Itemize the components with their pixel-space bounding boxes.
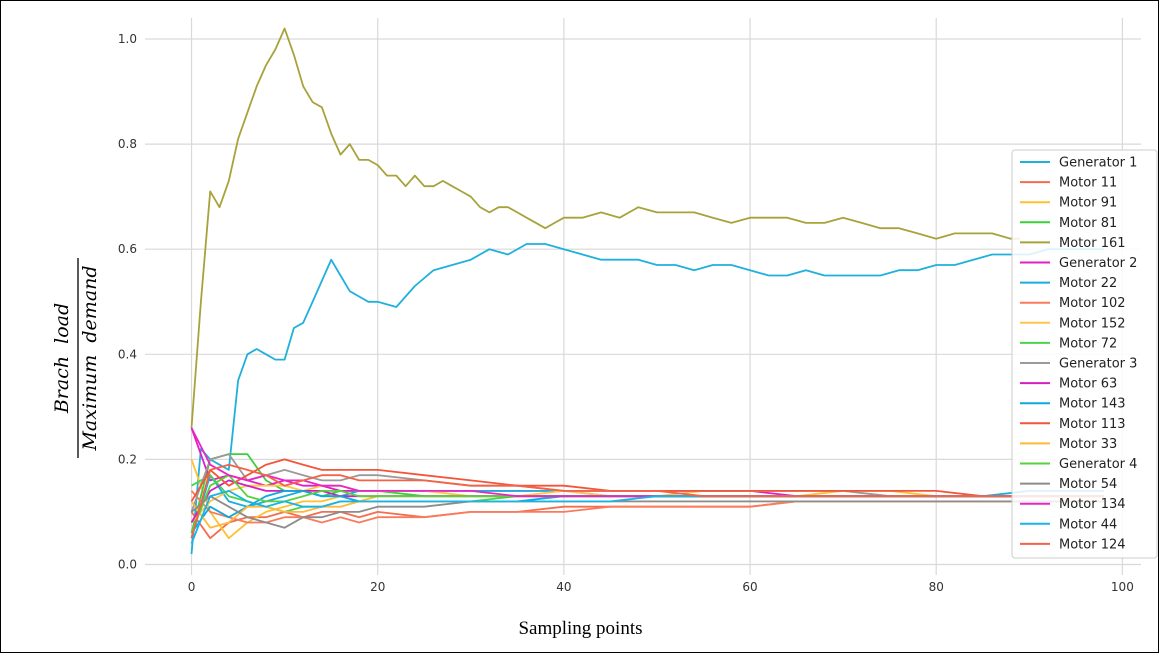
y-axis-ticks: 0.0 0.2 0.4 0.6 0.8 1.0 [118, 32, 137, 571]
legend-label: Motor 22 [1059, 276, 1117, 291]
legend-label: Motor 134 [1059, 497, 1126, 512]
x-tick-label: 0 [188, 580, 196, 594]
series-line [190, 459, 1104, 540]
y-axis-label: Brach load Maximum demand [51, 258, 101, 458]
legend-label: Motor 33 [1059, 437, 1117, 452]
legend-label: Motor 72 [1059, 336, 1117, 351]
y-tick-label: 0.0 [118, 557, 137, 571]
y-tick-label: 0.6 [118, 242, 137, 256]
legend-label: Motor 152 [1059, 316, 1126, 331]
legend-label: Motor 113 [1059, 417, 1126, 432]
legend-label: Motor 143 [1059, 397, 1126, 412]
y-label-numerator: Brach load [51, 303, 73, 414]
legend-label: Motor 124 [1059, 537, 1126, 552]
x-axis-ticks: 0 20 40 60 80 100 [188, 580, 1134, 594]
legend-label: Generator 1 [1059, 156, 1137, 171]
legend-label: Motor 81 [1059, 216, 1117, 231]
x-tick-label: 60 [742, 580, 757, 594]
legend-label: Generator 3 [1059, 357, 1137, 372]
y-label-denominator: Maximum demand [79, 265, 101, 451]
legend: Generator 1 Motor 11 Motor 91 Motor 81 Motor… [1011, 149, 1158, 559]
series-line [190, 427, 1104, 498]
x-tick-label: 20 [370, 580, 385, 594]
y-tick-label: 0.8 [118, 137, 137, 151]
y-tick-label: 0.2 [118, 452, 137, 466]
series-line [190, 27, 1020, 428]
series-line [190, 463, 1104, 539]
y-tick-label: 0.4 [118, 347, 137, 361]
series-lines [190, 27, 1104, 555]
series-line [190, 243, 1104, 555]
y-tick-label: 1.0 [118, 32, 137, 46]
legend-label: Motor 11 [1059, 176, 1117, 191]
legend-label: Motor 44 [1059, 517, 1117, 532]
x-axis-label: Sampling points [518, 618, 643, 639]
legend-label: Motor 54 [1059, 477, 1117, 492]
legend-label: Motor 91 [1059, 196, 1117, 211]
x-tick-label: 40 [556, 580, 571, 594]
legend-label: Motor 63 [1059, 377, 1117, 392]
legend-label: Generator 4 [1059, 457, 1137, 472]
legend-label: Motor 161 [1059, 236, 1126, 251]
legend-label: Motor 102 [1059, 296, 1126, 311]
x-tick-label: 80 [929, 580, 944, 594]
legend-label: Generator 2 [1059, 256, 1137, 271]
grid-lines [145, 18, 1141, 575]
legend-box [1011, 149, 1158, 559]
series-line [190, 453, 1104, 513]
x-tick-label: 100 [1111, 580, 1134, 594]
